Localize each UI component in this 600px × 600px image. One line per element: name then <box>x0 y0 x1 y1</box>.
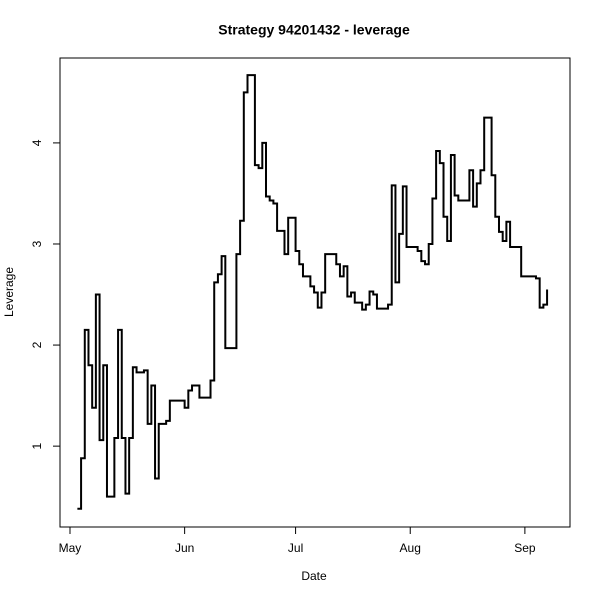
y-tick-label: 2 <box>30 341 44 348</box>
x-tick-label: Aug <box>400 541 421 555</box>
y-tick-label: 4 <box>30 139 44 146</box>
x-tick-label: May <box>59 541 82 555</box>
chart-title: Strategy 94201432 - leverage <box>218 22 410 38</box>
x-tick-label: Jul <box>288 541 303 555</box>
x-axis-label: Date <box>301 569 327 583</box>
plot-box <box>59 57 571 528</box>
y-tick-label: 3 <box>30 240 44 247</box>
y-axis-label: Leverage <box>2 267 16 317</box>
leverage-line <box>77 74 549 510</box>
y-tick-label: 1 <box>30 442 44 449</box>
x-tick-label: Jun <box>175 541 194 555</box>
x-tick-label: Sep <box>514 541 536 555</box>
